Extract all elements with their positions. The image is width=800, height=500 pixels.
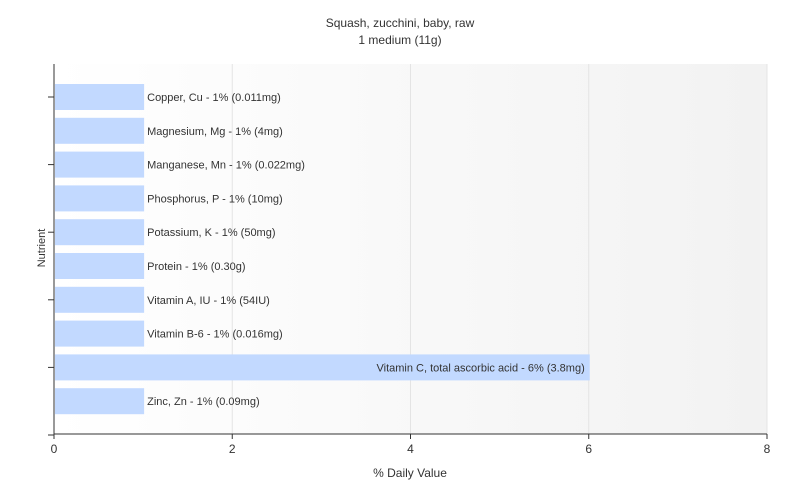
bar-label: Vitamin B-6 - 1% (0.016mg) bbox=[147, 329, 283, 341]
x-tick-label: 8 bbox=[764, 442, 771, 456]
bar-label: Phosphorus, P - 1% (10mg) bbox=[147, 193, 283, 205]
bar-label: Manganese, Mn - 1% (0.022mg) bbox=[147, 160, 305, 172]
bar bbox=[55, 320, 145, 347]
bar-label: Vitamin A, IU - 1% (54IU) bbox=[147, 295, 270, 307]
bar bbox=[55, 286, 145, 313]
bar bbox=[55, 185, 145, 212]
bar bbox=[55, 219, 145, 246]
bar bbox=[55, 84, 145, 110]
x-tick-label: 6 bbox=[585, 442, 592, 456]
bar-label: Copper, Cu - 1% (0.011mg) bbox=[147, 92, 281, 104]
chart-subtitle: 1 medium (11g) bbox=[358, 33, 442, 47]
bar-label: Magnesium, Mg - 1% (4mg) bbox=[147, 126, 283, 138]
y-axis-label: Nutrient bbox=[36, 228, 48, 268]
bar-label: Vitamin C, total ascorbic acid - 6% (3.8… bbox=[376, 362, 584, 374]
bar bbox=[55, 117, 145, 144]
bar bbox=[55, 354, 590, 381]
bar-label: Zinc, Zn - 1% (0.09mg) bbox=[147, 396, 259, 408]
chart-title: Squash, zucchini, baby, raw bbox=[325, 16, 475, 30]
bar-label: Potassium, K - 1% (50mg) bbox=[147, 227, 275, 239]
bar bbox=[55, 388, 145, 415]
x-tick-label: 0 bbox=[51, 442, 58, 456]
x-axis-label: % Daily Value bbox=[373, 466, 447, 480]
x-tick-label: 2 bbox=[229, 442, 236, 456]
bar bbox=[55, 253, 145, 279]
x-tick-label: 4 bbox=[407, 442, 414, 456]
bar-label: Protein - 1% (0.30g) bbox=[147, 261, 245, 273]
bar bbox=[55, 151, 145, 178]
